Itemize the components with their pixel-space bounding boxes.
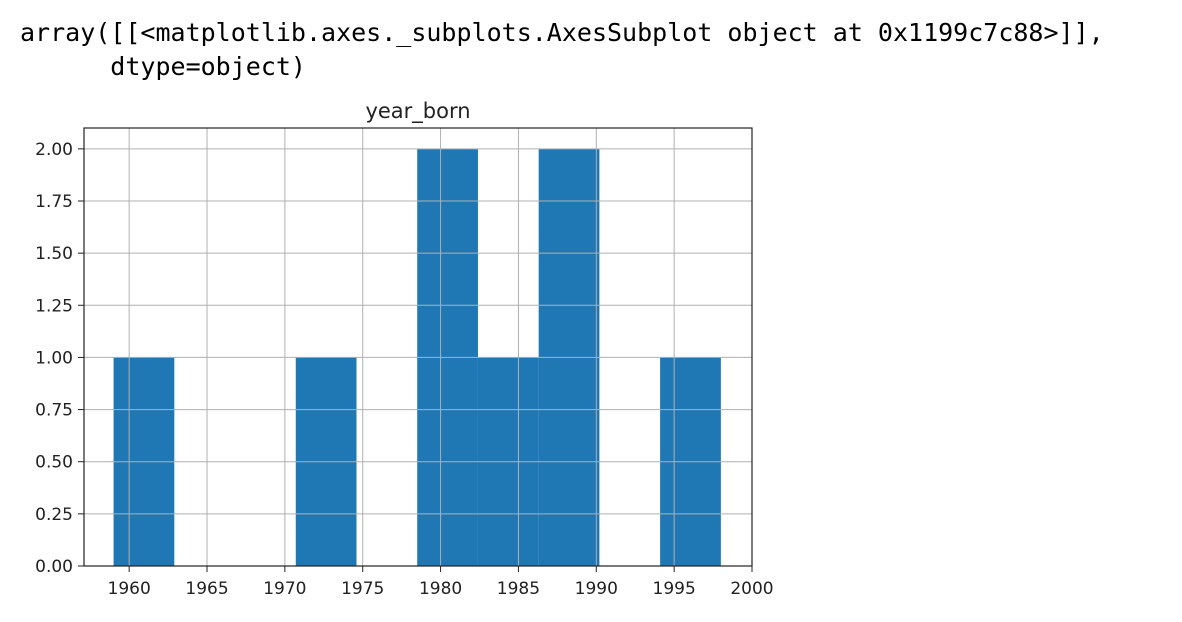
y-tick-label: 0.75 [35,401,73,421]
x-tick-label: 1995 [653,579,696,599]
x-tick-label: 1965 [185,579,228,599]
x-tick-label: 1980 [419,579,462,599]
y-tick-label: 1.25 [35,296,73,316]
x-tick-label: 2000 [730,579,773,599]
y-tick-label: 1.00 [35,348,73,368]
y-tick-label: 1.75 [35,192,73,212]
output-line-2: dtype=object) [20,52,306,81]
y-tick-label: 2.00 [35,140,73,160]
y-tick-label: 0.00 [35,557,73,577]
y-tick-label: 1.50 [35,244,73,264]
output-line-1: array([[<matplotlib.axes._subplots.AxesS… [20,18,1104,47]
chart-title: year_born [365,99,470,124]
x-tick-label: 1960 [108,579,151,599]
y-axis-ticks: 0.00 0.25 0.50 0.75 1.00 1.25 1.50 1.75 2.00 [35,140,84,577]
y-tick-label: 0.25 [35,505,73,525]
x-tick-label: 1975 [341,579,384,599]
cell-output-text: array([[<matplotlib.axes._subplots.AxesS… [20,16,1104,84]
grid-lines [84,128,753,567]
x-tick-label: 1970 [263,579,306,599]
x-axis-ticks: 1960 1965 1970 1975 1980 1985 1990 1995 2000 [108,566,774,599]
y-tick-label: 0.50 [35,453,73,473]
plot-frame [83,127,753,567]
x-tick-label: 1990 [575,579,618,599]
axes [83,127,753,567]
x-tick-label: 1985 [497,579,540,599]
